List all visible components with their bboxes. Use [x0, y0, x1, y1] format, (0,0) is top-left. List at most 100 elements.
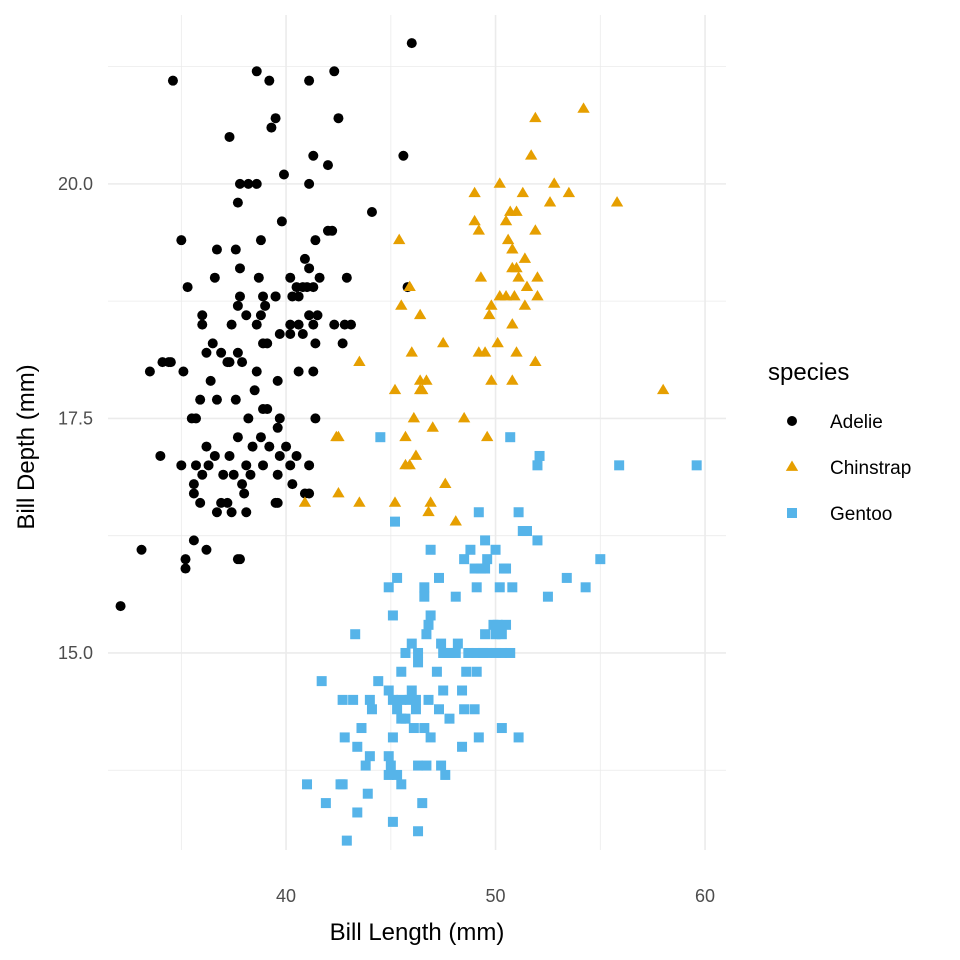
chinstrap-point: [468, 186, 481, 198]
gentoo-point: [410, 704, 421, 715]
legend-label-chinstrap: Chinstrap: [830, 458, 911, 479]
legend-label-gentoo: Gentoo: [830, 504, 892, 525]
gentoo-point: [452, 638, 463, 649]
adelie-point: [201, 347, 212, 358]
chinstrap-point: [516, 186, 529, 198]
gentoo-point: [498, 563, 509, 574]
chinstrap-point: [501, 233, 515, 245]
gentoo-point: [383, 685, 394, 696]
adelie-point: [197, 310, 208, 321]
adelie-point: [308, 150, 319, 161]
gentoo-point: [436, 760, 447, 771]
adelie-point: [226, 507, 237, 518]
chinstrap-point: [468, 214, 481, 226]
gentoo-point: [383, 751, 394, 762]
adelie-point: [205, 375, 216, 386]
adelie-point: [304, 178, 315, 189]
chinstrap-point: [529, 355, 542, 367]
chinstrap-point: [439, 477, 452, 489]
chinstrap-point: [437, 336, 450, 348]
gentoo-point: [473, 732, 484, 743]
gentoo-point: [433, 704, 444, 715]
chinstrap-point: [485, 374, 498, 385]
adelie-point: [243, 413, 254, 424]
chinstrap-point: [420, 374, 433, 385]
gentoo-point: [413, 826, 424, 837]
chinstrap-point: [499, 214, 513, 226]
adelie-point: [255, 310, 266, 321]
legend-key-chinstrap: [785, 460, 799, 471]
gentoo-point: [691, 460, 702, 471]
series-gentoo: [302, 432, 702, 846]
adelie-point: [314, 272, 325, 283]
gentoo-point: [408, 723, 419, 734]
gentoo-point: [469, 704, 480, 715]
gentoo-point: [457, 685, 468, 696]
chinstrap-point: [405, 346, 418, 357]
gentoo-point: [341, 835, 352, 846]
gentoo-point: [348, 694, 359, 705]
adelie-point: [281, 441, 292, 452]
legend-item-gentoo: Gentoo: [787, 504, 892, 525]
adelie-point: [251, 66, 262, 77]
adelie-point: [258, 460, 269, 471]
adelie-point: [241, 460, 252, 471]
adelie-point: [180, 554, 191, 565]
gentoo-point: [480, 563, 491, 574]
gentoo-point: [337, 779, 348, 790]
x-axis-ticks: 40 50 60: [276, 886, 715, 906]
gentoo-point: [413, 760, 424, 771]
gentoo-point: [366, 704, 377, 715]
adelie-point: [310, 235, 321, 246]
adelie-point: [230, 244, 241, 255]
gentoo-point: [356, 723, 367, 734]
x-tick-label: 60: [695, 886, 715, 906]
chinstrap-point: [562, 186, 576, 198]
chinstrap-point: [510, 346, 523, 357]
gentoo-point: [461, 666, 472, 677]
chinstrap-point: [388, 383, 402, 395]
adelie-point: [197, 319, 208, 330]
gentoo-point: [383, 769, 394, 780]
gentoo-point: [496, 629, 507, 640]
gentoo-point: [492, 619, 503, 630]
chinstrap-point: [506, 318, 519, 329]
adelie-point: [302, 282, 313, 293]
adelie-point: [304, 75, 315, 86]
adelie-point: [297, 328, 308, 339]
adelie-point: [249, 385, 260, 396]
adelie-point: [136, 544, 147, 555]
adelie-point: [285, 272, 296, 283]
adelie-point: [178, 366, 189, 377]
adelie-point: [251, 319, 262, 330]
adelie-point: [406, 38, 417, 49]
gentoo-point: [392, 572, 403, 583]
chinstrap-point: [656, 383, 670, 395]
y-tick-label: 20.0: [58, 174, 93, 194]
adelie-point: [232, 300, 243, 311]
gentoo-point: [419, 723, 430, 734]
gentoo-point: [404, 694, 415, 705]
gentoo-point: [350, 629, 361, 640]
adelie-point: [218, 469, 229, 480]
adelie-point: [180, 563, 191, 574]
gentoo-point: [425, 610, 436, 621]
adelie-point: [211, 507, 222, 518]
adelie-point: [234, 178, 245, 189]
gentoo-point: [396, 666, 407, 677]
adelie-point: [226, 319, 237, 330]
gentoo-point: [406, 638, 417, 649]
plot-gridlines: [108, 15, 726, 850]
gentoo-point: [337, 694, 348, 705]
adelie-point: [190, 460, 201, 471]
gentoo-point: [438, 685, 449, 696]
chinstrap-point: [481, 430, 494, 442]
chinstrap-point: [524, 149, 538, 160]
chinstrap-point: [424, 496, 437, 507]
adelie-point: [224, 450, 235, 461]
gentoo-point: [419, 591, 430, 602]
gentoo-point: [480, 629, 491, 640]
adelie-point: [304, 263, 315, 274]
adelie-point: [329, 66, 340, 77]
gentoo-point: [431, 666, 442, 677]
